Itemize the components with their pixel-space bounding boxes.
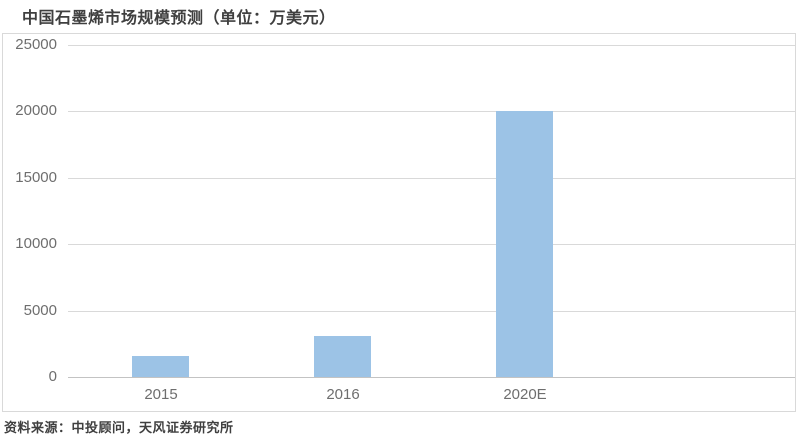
source-note: 资料来源：中投顾问，天风证券研究所 — [4, 420, 234, 435]
y-tick-label: 0 — [48, 368, 57, 385]
y-tick-label: 20000 — [15, 102, 57, 119]
x-tick-label: 2016 — [326, 386, 360, 403]
y-tick-label: 25000 — [15, 36, 57, 53]
gridline-20000 — [68, 111, 795, 112]
x-tick-label: 2020E — [503, 386, 547, 403]
plot-area: 25000 20000 15000 10000 5000 0 2015 2016… — [2, 33, 796, 412]
bar-2015 — [132, 356, 189, 377]
x-axis-line — [68, 377, 795, 378]
gridline-10000 — [68, 244, 795, 245]
y-tick-label: 15000 — [15, 169, 57, 186]
gridline-25000 — [68, 45, 795, 46]
bar-2020e — [496, 111, 553, 377]
gridline-5000 — [68, 311, 795, 312]
chart-title: 中国石墨烯市场规模预测（单位：万美元） — [22, 10, 336, 27]
y-tick-label: 10000 — [15, 235, 57, 252]
x-tick-label: 2015 — [144, 386, 178, 403]
gridline-15000 — [68, 178, 795, 179]
bar-2016 — [314, 336, 371, 377]
y-tick-label: 5000 — [23, 302, 57, 319]
